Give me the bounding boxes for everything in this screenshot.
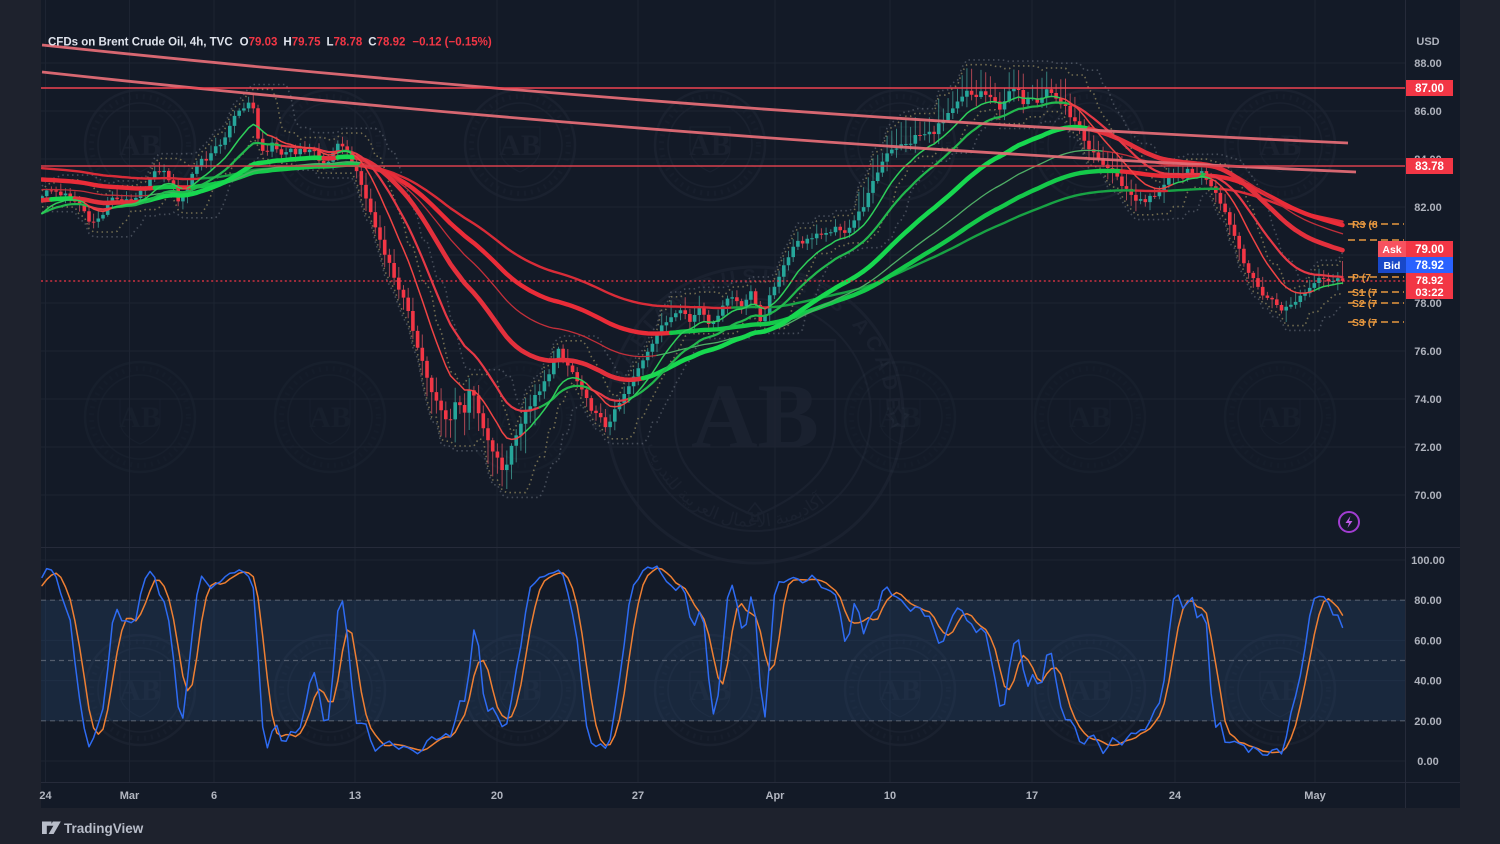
svg-text:0.00: 0.00 bbox=[1417, 756, 1438, 768]
svg-text:May: May bbox=[1304, 790, 1326, 802]
svg-text:72.00: 72.00 bbox=[1414, 442, 1442, 454]
svg-text:70.00: 70.00 bbox=[1414, 490, 1442, 502]
svg-text:S3 (7: S3 (7 bbox=[1352, 317, 1377, 329]
svg-text:24: 24 bbox=[39, 790, 52, 802]
svg-text:24: 24 bbox=[1169, 790, 1182, 802]
svg-text:13: 13 bbox=[349, 790, 361, 802]
svg-text:USD: USD bbox=[1416, 36, 1439, 48]
svg-text:P (7: P (7 bbox=[1352, 272, 1371, 284]
svg-text:6: 6 bbox=[211, 790, 217, 802]
svg-text:CFDs on Brent Crude Oil, 4h, T: CFDs on Brent Crude Oil, 4h, TVC O79.03 H7… bbox=[48, 37, 492, 49]
svg-text:86.00: 86.00 bbox=[1414, 106, 1442, 118]
svg-text:88.00: 88.00 bbox=[1414, 58, 1442, 70]
svg-text:TradingView: TradingView bbox=[64, 821, 144, 836]
svg-text:87.00: 87.00 bbox=[1415, 83, 1444, 95]
svg-text:Apr: Apr bbox=[766, 790, 786, 802]
svg-text:76.00: 76.00 bbox=[1414, 346, 1442, 358]
svg-text:78.92: 78.92 bbox=[1415, 260, 1444, 272]
svg-text:10: 10 bbox=[884, 790, 896, 802]
svg-text:03:22: 03:22 bbox=[1415, 287, 1443, 299]
svg-text:27: 27 bbox=[632, 790, 644, 802]
svg-text:S2 (7: S2 (7 bbox=[1352, 298, 1377, 310]
svg-text:Ask: Ask bbox=[1382, 244, 1401, 256]
svg-text:82.00: 82.00 bbox=[1414, 202, 1442, 214]
svg-text:83.78: 83.78 bbox=[1415, 161, 1444, 173]
svg-text:17: 17 bbox=[1026, 790, 1038, 802]
svg-text:20: 20 bbox=[491, 790, 503, 802]
svg-text:Bid: Bid bbox=[1384, 260, 1401, 272]
svg-text:40.00: 40.00 bbox=[1414, 676, 1442, 688]
svg-text:100.00: 100.00 bbox=[1411, 555, 1445, 567]
svg-text:80.00: 80.00 bbox=[1414, 595, 1442, 607]
svg-text:S1 (7: S1 (7 bbox=[1352, 287, 1377, 299]
svg-text:Mar: Mar bbox=[120, 790, 140, 802]
svg-text:74.00: 74.00 bbox=[1414, 394, 1442, 406]
svg-text:60.00: 60.00 bbox=[1414, 635, 1442, 647]
svg-text:79.00: 79.00 bbox=[1415, 244, 1444, 256]
svg-text:R3 (8: R3 (8 bbox=[1352, 219, 1378, 231]
svg-text:78.92: 78.92 bbox=[1416, 275, 1444, 287]
svg-text:78.00: 78.00 bbox=[1414, 298, 1442, 310]
svg-text:20.00: 20.00 bbox=[1414, 716, 1442, 728]
